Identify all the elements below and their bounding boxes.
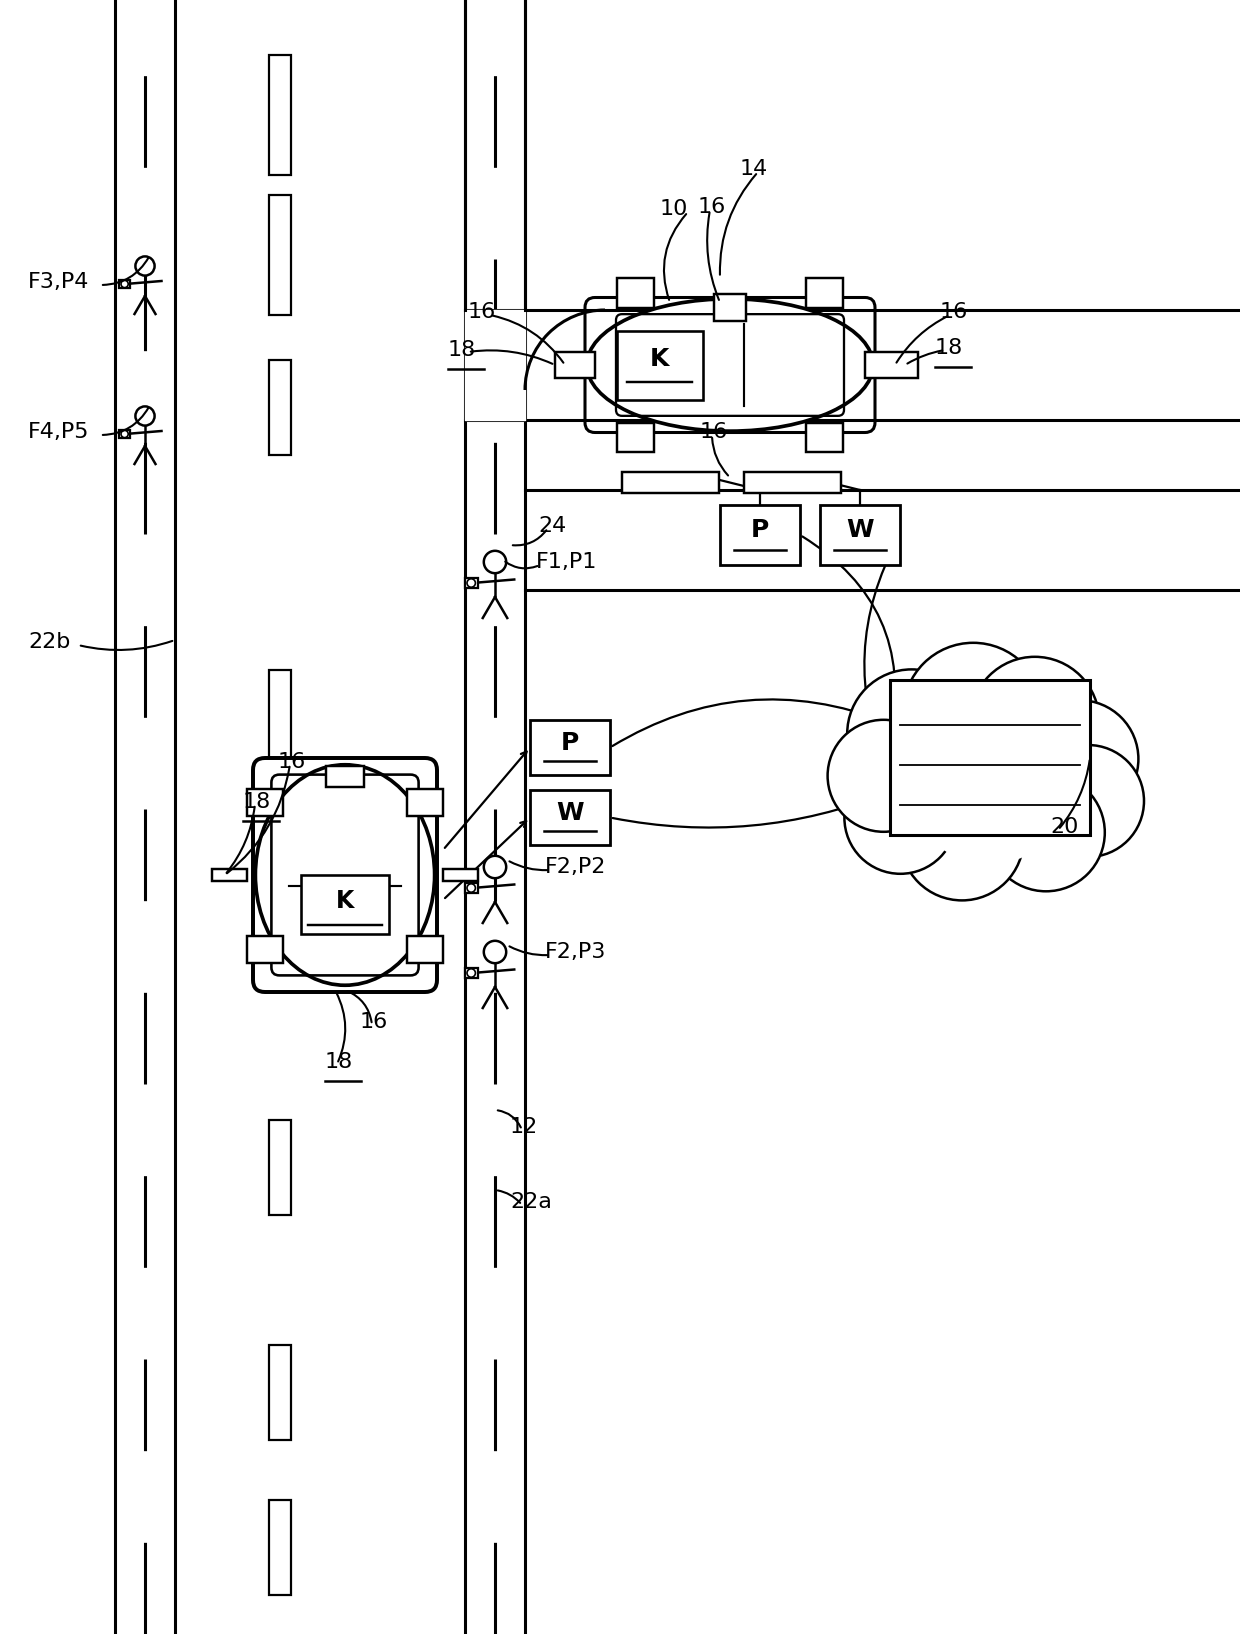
Bar: [269, 670, 291, 765]
Circle shape: [987, 775, 1105, 891]
Bar: [465, 882, 477, 892]
Bar: [269, 1119, 291, 1216]
Bar: [616, 423, 655, 453]
Bar: [408, 789, 443, 817]
Text: 18: 18: [243, 792, 272, 812]
Text: 22b: 22b: [29, 632, 71, 652]
Circle shape: [484, 551, 506, 574]
Circle shape: [1032, 745, 1145, 856]
Bar: [622, 472, 719, 492]
Circle shape: [484, 941, 506, 962]
Bar: [529, 789, 610, 845]
Circle shape: [484, 856, 506, 877]
Circle shape: [844, 761, 956, 874]
Text: F3,P4: F3,P4: [29, 271, 89, 292]
FancyBboxPatch shape: [253, 758, 436, 992]
Bar: [906, 742, 1074, 817]
Bar: [465, 578, 477, 588]
Bar: [269, 895, 291, 990]
Bar: [212, 869, 248, 881]
Text: 24: 24: [538, 516, 567, 536]
Text: 16: 16: [698, 198, 727, 217]
Circle shape: [135, 257, 155, 276]
Text: 16: 16: [360, 1011, 388, 1033]
Bar: [866, 353, 918, 377]
Bar: [806, 278, 843, 307]
Text: 10: 10: [660, 199, 688, 219]
Bar: [248, 936, 283, 962]
Circle shape: [122, 281, 128, 288]
Bar: [616, 278, 655, 307]
Bar: [820, 505, 900, 565]
Text: 12: 12: [510, 1118, 538, 1137]
Text: F4,P5: F4,P5: [29, 422, 89, 443]
Text: 16: 16: [467, 302, 496, 322]
Text: 16: 16: [940, 302, 968, 322]
Text: 16: 16: [701, 422, 728, 443]
Circle shape: [135, 407, 155, 425]
Text: 18: 18: [448, 340, 476, 359]
Text: 18: 18: [325, 1052, 353, 1072]
Text: F1,P1: F1,P1: [536, 552, 598, 572]
Bar: [248, 789, 283, 817]
Circle shape: [900, 778, 1023, 900]
Bar: [465, 967, 477, 977]
Bar: [744, 472, 841, 492]
Circle shape: [827, 721, 940, 832]
Circle shape: [971, 657, 1099, 786]
Circle shape: [122, 430, 128, 438]
Bar: [616, 330, 703, 399]
Bar: [806, 423, 843, 453]
Bar: [890, 680, 1090, 835]
Bar: [269, 1500, 291, 1595]
Text: 16: 16: [278, 752, 306, 771]
Circle shape: [467, 578, 475, 587]
Bar: [119, 430, 130, 438]
Bar: [269, 56, 291, 175]
Text: 22a: 22a: [510, 1191, 552, 1212]
Text: P: P: [560, 730, 579, 755]
Text: P: P: [751, 518, 769, 542]
Text: F2,P3: F2,P3: [546, 941, 606, 962]
Bar: [714, 294, 746, 322]
Bar: [720, 505, 800, 565]
Bar: [269, 1345, 291, 1440]
Bar: [269, 359, 291, 454]
Bar: [301, 874, 389, 933]
Text: W: W: [557, 801, 584, 825]
Circle shape: [903, 642, 1043, 783]
Bar: [119, 279, 130, 288]
Circle shape: [906, 696, 1074, 864]
Text: 20: 20: [1050, 817, 1079, 837]
Bar: [554, 353, 595, 377]
Text: W: W: [846, 518, 874, 542]
Circle shape: [1021, 701, 1138, 817]
Bar: [408, 936, 443, 962]
Text: F2,P2: F2,P2: [546, 856, 606, 877]
Text: 18: 18: [935, 338, 963, 358]
Text: K: K: [336, 889, 355, 913]
Circle shape: [847, 670, 976, 797]
Circle shape: [467, 884, 475, 892]
Bar: [529, 721, 610, 775]
Text: K: K: [650, 348, 670, 371]
Bar: [269, 194, 291, 315]
Circle shape: [467, 969, 475, 977]
Ellipse shape: [587, 299, 873, 431]
Bar: [443, 869, 477, 881]
Bar: [326, 766, 365, 788]
Text: 14: 14: [740, 158, 769, 180]
